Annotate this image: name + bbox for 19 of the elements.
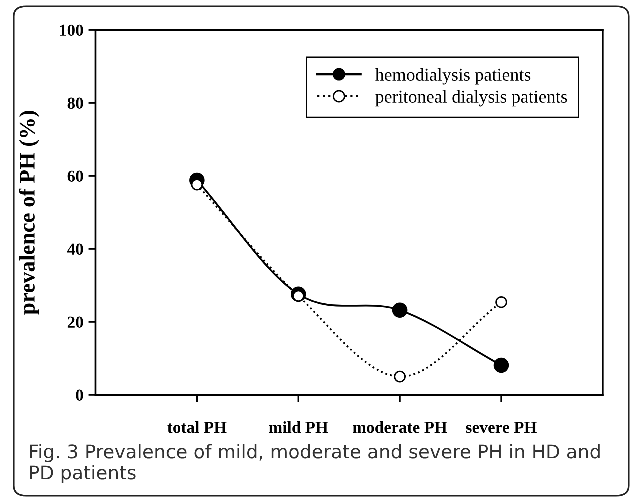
legend-label: peritoneal dialysis patients: [376, 90, 568, 107]
x-tick-label: moderate PH: [353, 421, 448, 434]
x-tick-label: severe PH: [466, 422, 537, 434]
y-tick-label: 20: [68, 316, 84, 328]
y-tick-label: 100: [60, 24, 84, 36]
point: [394, 370, 406, 383]
point: [496, 296, 508, 308]
legend-label: hemodialysis patients: [375, 68, 531, 85]
y-axis-title: prevalence of PH (%): [19, 111, 40, 315]
point: [191, 178, 204, 191]
point: [494, 358, 510, 374]
x-tick-label: total PH: [168, 421, 227, 434]
y-tick-label: 60: [68, 170, 84, 182]
y-tick-label: 40: [67, 244, 84, 256]
y-tick-label: 80: [68, 98, 84, 110]
caption: Fig. 3 Prevalence of mild, moderate and severe PH in HD and PD patients: [30, 444, 600, 484]
y-tick-label: 0: [76, 390, 84, 402]
x-tick-label: mild PH: [269, 421, 328, 434]
point: [392, 302, 408, 318]
